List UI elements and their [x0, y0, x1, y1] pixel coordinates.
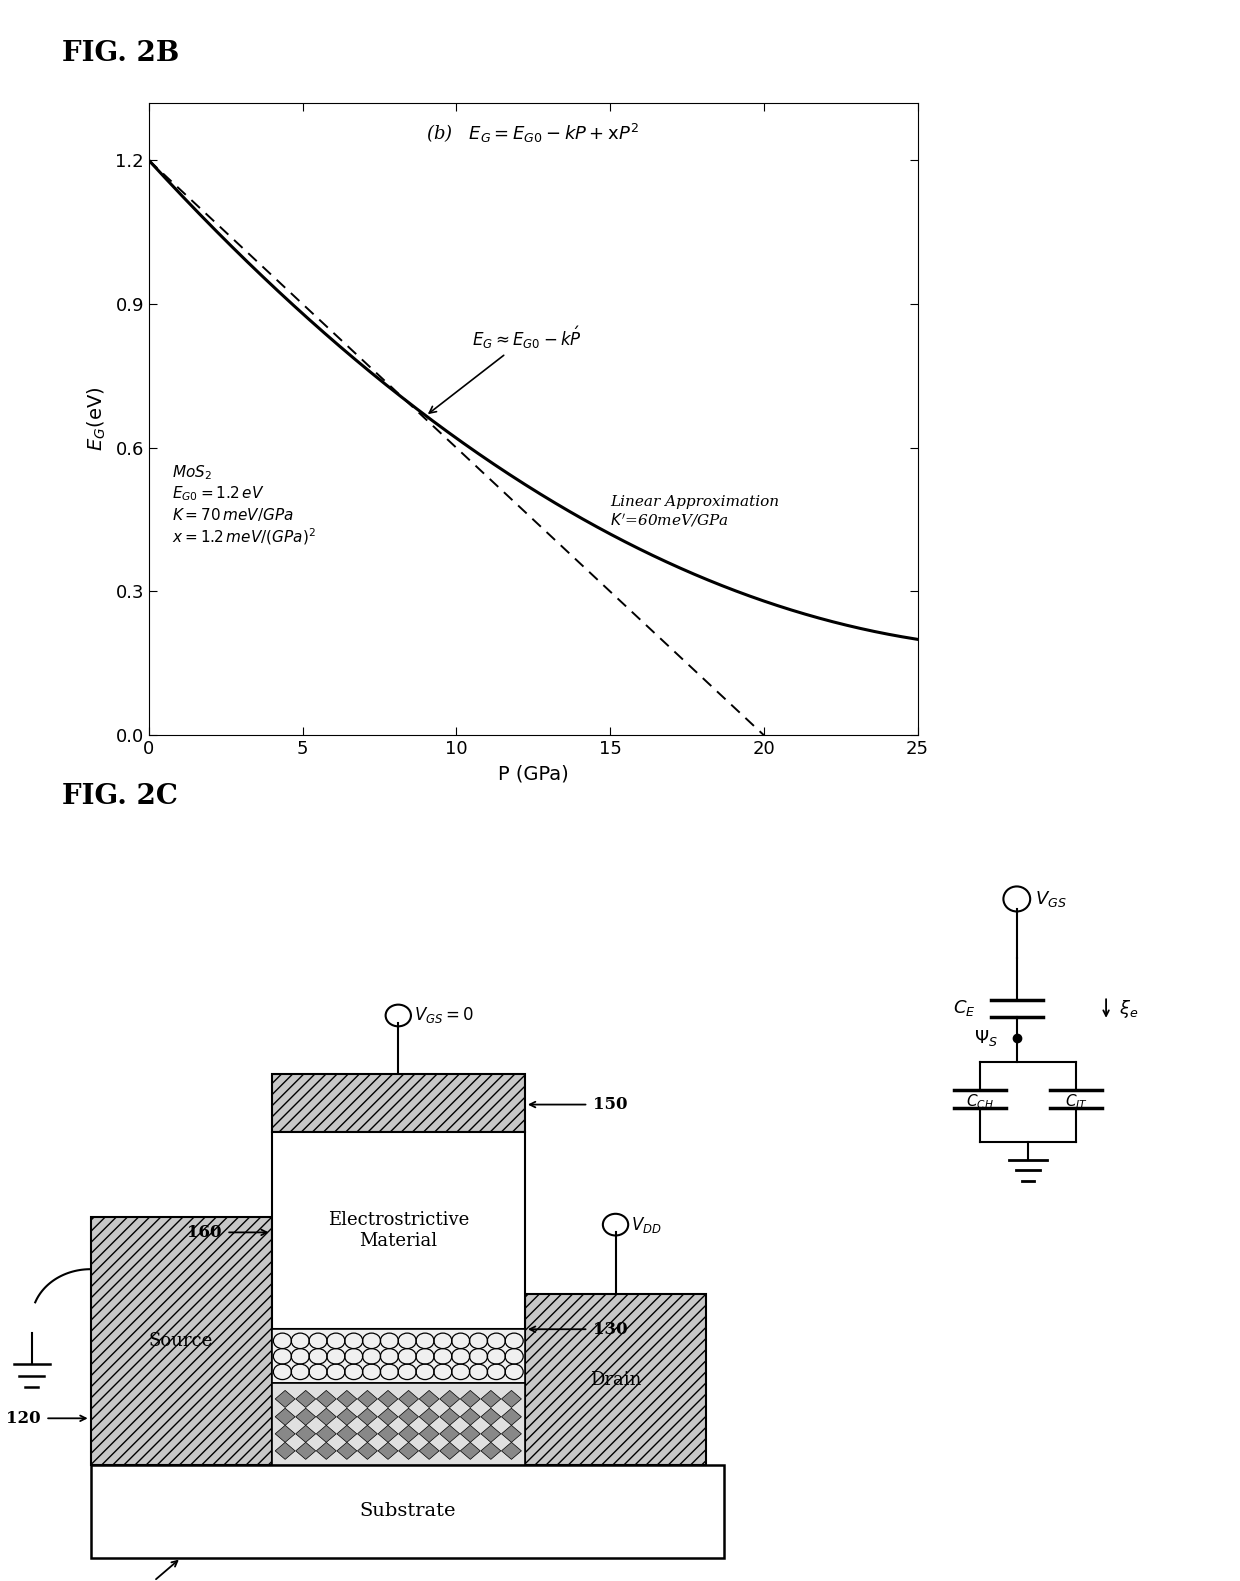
- Polygon shape: [481, 1409, 501, 1426]
- Text: 160: 160: [187, 1224, 222, 1241]
- Text: 150: 150: [593, 1096, 627, 1113]
- Polygon shape: [296, 1442, 316, 1459]
- Polygon shape: [316, 1426, 336, 1442]
- Text: $V_{DD}$: $V_{DD}$: [631, 1214, 662, 1235]
- Text: $MoS_2$
$E_{G0} = 1.2\,eV$
$K = 70\,meV/GPa$
$x = 1.2\,meV/(GPa)^2$: $MoS_2$ $E_{G0} = 1.2\,eV$ $K = 70\,meV/…: [172, 463, 316, 547]
- Polygon shape: [337, 1390, 357, 1407]
- Polygon shape: [501, 1442, 521, 1459]
- Polygon shape: [378, 1409, 398, 1426]
- Polygon shape: [398, 1390, 419, 1407]
- Polygon shape: [440, 1426, 460, 1442]
- Bar: [272, 1383, 525, 1464]
- Text: $E_G \approx E_{G0} - k\'P$: $E_G \approx E_{G0} - k\'P$: [429, 324, 582, 413]
- Text: FIG. 2B: FIG. 2B: [62, 40, 180, 66]
- Polygon shape: [316, 1442, 336, 1459]
- Polygon shape: [460, 1409, 480, 1426]
- Text: 130: 130: [593, 1320, 627, 1338]
- Polygon shape: [357, 1426, 377, 1442]
- Text: $V_{GS}$: $V_{GS}$: [1035, 889, 1068, 909]
- Polygon shape: [440, 1409, 460, 1426]
- Text: Substrate: Substrate: [360, 1502, 455, 1521]
- Polygon shape: [460, 1442, 480, 1459]
- X-axis label: P (GPa): P (GPa): [497, 765, 569, 784]
- Y-axis label: $E_G$(eV): $E_G$(eV): [86, 387, 108, 451]
- Polygon shape: [398, 1442, 419, 1459]
- Bar: [91, 1464, 724, 1557]
- Polygon shape: [378, 1442, 398, 1459]
- Polygon shape: [419, 1390, 439, 1407]
- Text: Drain: Drain: [590, 1371, 641, 1388]
- Text: $\Psi_S$: $\Psi_S$: [975, 1028, 998, 1048]
- Polygon shape: [481, 1426, 501, 1442]
- Polygon shape: [275, 1409, 295, 1426]
- Bar: [525, 1295, 706, 1464]
- Polygon shape: [398, 1426, 419, 1442]
- Polygon shape: [481, 1390, 501, 1407]
- Text: $V_{GS}=0$: $V_{GS}=0$: [414, 1006, 474, 1026]
- Polygon shape: [296, 1409, 316, 1426]
- Polygon shape: [501, 1390, 521, 1407]
- Bar: [272, 1132, 525, 1330]
- Polygon shape: [501, 1426, 521, 1442]
- Polygon shape: [378, 1426, 398, 1442]
- Polygon shape: [481, 1442, 501, 1459]
- Text: Electrostrictive
Material: Electrostrictive Material: [327, 1211, 469, 1251]
- Text: Linear Approximation
$K'$=60meV/GPa: Linear Approximation $K'$=60meV/GPa: [610, 495, 779, 530]
- Polygon shape: [357, 1390, 377, 1407]
- Polygon shape: [440, 1442, 460, 1459]
- Polygon shape: [419, 1409, 439, 1426]
- Polygon shape: [460, 1426, 480, 1442]
- Polygon shape: [357, 1409, 377, 1426]
- Polygon shape: [275, 1426, 295, 1442]
- Polygon shape: [296, 1426, 316, 1442]
- Polygon shape: [419, 1426, 439, 1442]
- Text: $C_{IT}$: $C_{IT}$: [1065, 1092, 1087, 1111]
- Text: 2D Semiconductor: 2D Semiconductor: [326, 1369, 470, 1383]
- Polygon shape: [398, 1409, 419, 1426]
- Polygon shape: [501, 1409, 521, 1426]
- Polygon shape: [419, 1442, 439, 1459]
- Bar: [91, 1217, 272, 1464]
- Polygon shape: [337, 1409, 357, 1426]
- Text: $C_E$: $C_E$: [954, 998, 976, 1018]
- Polygon shape: [275, 1390, 295, 1407]
- Polygon shape: [275, 1442, 295, 1459]
- Polygon shape: [440, 1390, 460, 1407]
- Polygon shape: [316, 1409, 336, 1426]
- Polygon shape: [337, 1442, 357, 1459]
- Text: 120: 120: [6, 1410, 41, 1426]
- Polygon shape: [316, 1390, 336, 1407]
- Text: FIG. 2C: FIG. 2C: [62, 783, 177, 809]
- Polygon shape: [357, 1442, 377, 1459]
- Polygon shape: [378, 1390, 398, 1407]
- Text: (b)   $E_G = E_{G0} - kP + \mathrm{x}P^2$: (b) $E_G = E_{G0} - kP + \mathrm{x}P^2$: [425, 122, 639, 145]
- Text: $\xi_e$: $\xi_e$: [1120, 998, 1138, 1020]
- Polygon shape: [296, 1390, 316, 1407]
- Text: Source: Source: [149, 1331, 213, 1350]
- Text: $C_{CH}$: $C_{CH}$: [966, 1092, 993, 1111]
- Polygon shape: [460, 1390, 480, 1407]
- Bar: [272, 1073, 525, 1132]
- Bar: [272, 1330, 525, 1383]
- Polygon shape: [337, 1426, 357, 1442]
